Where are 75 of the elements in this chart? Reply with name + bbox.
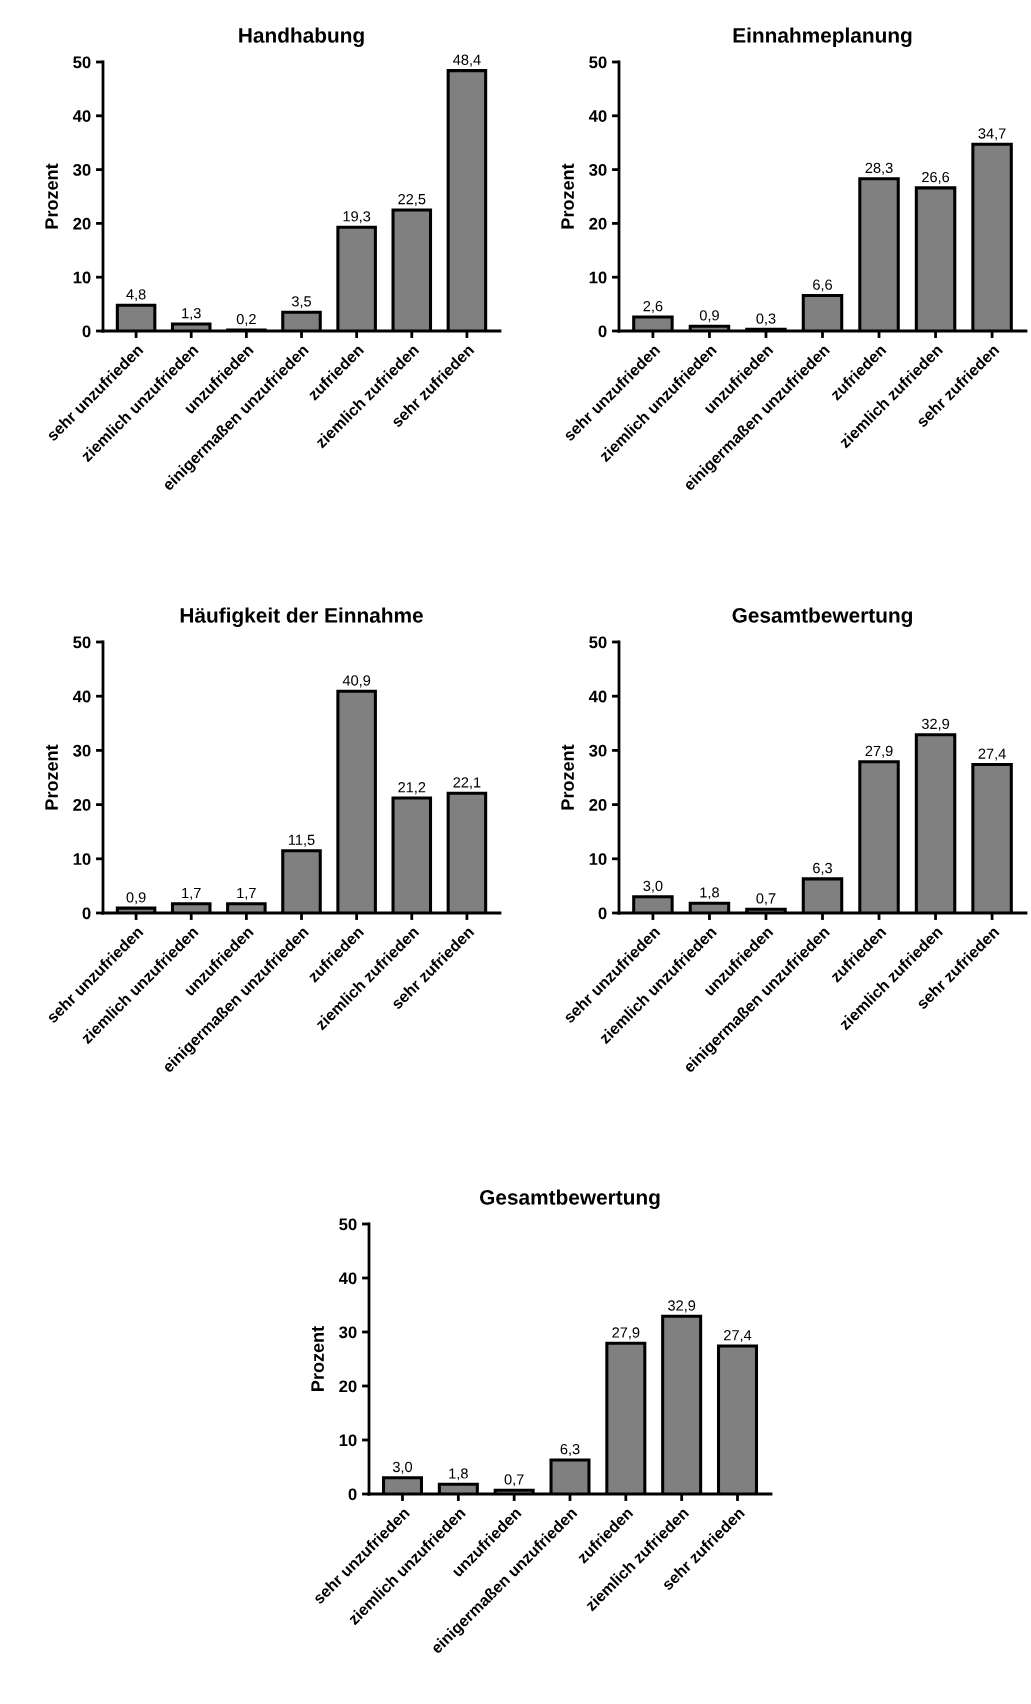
y-tick-label: 40 <box>338 1272 357 1285</box>
y-tick-label: 30 <box>589 744 607 757</box>
y-tick-label: 30 <box>339 1326 357 1339</box>
data-label: 11,5 <box>288 834 315 847</box>
data-label: 27,9 <box>865 745 893 758</box>
y-axis-title: Prozent <box>561 163 574 229</box>
data-label: 4,8 <box>126 289 146 302</box>
y-axis-title: Prozent <box>311 1326 324 1391</box>
data-label: 48,4 <box>453 54 481 67</box>
y-tick-label: 50 <box>589 636 607 649</box>
data-label: 28,3 <box>865 162 893 175</box>
y-tick-label: 0 <box>598 907 607 920</box>
chart-title: Handhabung <box>239 27 364 47</box>
data-label: 6,3 <box>813 862 832 875</box>
chart-title: Gesamtbewertung <box>479 1189 660 1209</box>
data-label: 1,7 <box>237 887 256 900</box>
data-label: 27,9 <box>612 1327 640 1340</box>
data-label: 0,7 <box>756 893 776 906</box>
chart-title: Gesamtbewertung <box>732 607 912 627</box>
data-label: 26,6 <box>922 171 950 184</box>
y-axis-title: Prozent <box>45 744 58 810</box>
data-label: 22,1 <box>453 777 481 790</box>
y-tick-label: 30 <box>73 744 91 757</box>
y-tick-label: 20 <box>73 799 91 811</box>
y-tick-label: 20 <box>73 217 91 230</box>
data-label: 0,7 <box>504 1474 524 1487</box>
y-tick-label: 10 <box>73 853 91 865</box>
data-label: 2,6 <box>643 301 663 314</box>
y-axis-title: Prozent <box>561 744 574 810</box>
y-tick-label: 50 <box>73 56 91 69</box>
data-label: 32,9 <box>668 1300 696 1313</box>
y-tick-label: 40 <box>588 690 607 703</box>
chart-title: Häufigkeit der Einnahme <box>180 607 423 627</box>
y-tick-label: 20 <box>589 217 607 230</box>
data-label: 1,3 <box>182 308 201 321</box>
y-tick-label: 30 <box>73 164 91 176</box>
data-label: 1,8 <box>700 887 719 900</box>
y-tick-label: 40 <box>72 110 91 122</box>
y-tick-label: 50 <box>339 1218 357 1231</box>
data-label: 0,9 <box>126 892 146 905</box>
y-tick-label: 40 <box>72 690 91 703</box>
data-label: 19,3 <box>343 211 371 224</box>
y-tick-label: 10 <box>339 1434 357 1447</box>
y-tick-label: 30 <box>589 164 607 176</box>
y-tick-label: 40 <box>588 110 607 122</box>
data-label: 40,9 <box>342 675 371 688</box>
data-label: 3,0 <box>392 1461 413 1474</box>
y-tick-label: 0 <box>82 325 91 338</box>
y-tick-label: 0 <box>348 1488 357 1501</box>
data-label: 22,5 <box>398 193 426 207</box>
data-label: 27,4 <box>978 748 1006 761</box>
data-label: 0,9 <box>699 310 719 323</box>
y-tick-label: 20 <box>589 799 607 811</box>
chart-title: Einnahmeplanung <box>733 27 912 47</box>
data-label: 3,5 <box>291 296 312 309</box>
data-label: 34,7 <box>978 128 1006 141</box>
data-label: 21,2 <box>398 782 426 795</box>
y-tick-label: 10 <box>73 271 91 284</box>
y-tick-label: 20 <box>339 1380 357 1393</box>
data-label: 32,9 <box>921 718 950 731</box>
y-tick-label: 0 <box>598 325 607 338</box>
y-tick-label: 10 <box>589 271 607 284</box>
y-axis-title: Prozent <box>45 163 58 229</box>
data-label: 6,6 <box>813 279 832 292</box>
data-label: 27,4 <box>724 1330 752 1343</box>
data-label: 0,2 <box>236 313 256 326</box>
y-tick-label: 50 <box>73 636 91 649</box>
data-label: 6,3 <box>560 1443 580 1457</box>
data-label: 3,0 <box>643 880 663 893</box>
y-tick-label: 50 <box>589 56 607 69</box>
data-label: 1,7 <box>182 887 201 900</box>
y-tick-label: 10 <box>589 853 607 865</box>
y-tick-label: 0 <box>82 907 91 920</box>
data-label: 1,8 <box>449 1468 468 1481</box>
data-label: 0,3 <box>756 313 776 326</box>
